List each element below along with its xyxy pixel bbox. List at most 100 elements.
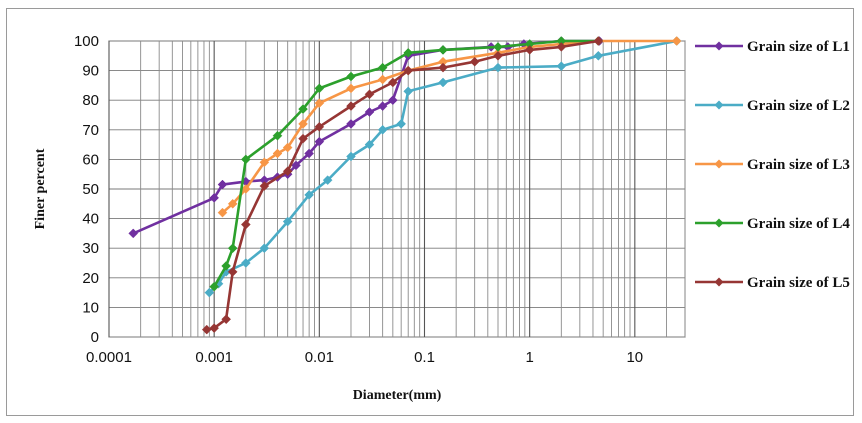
x-tick-label: 0.001: [195, 349, 233, 366]
data-point: [217, 207, 228, 218]
data-point: [387, 95, 398, 106]
data-point: [314, 98, 325, 109]
data-point: [240, 219, 251, 230]
data-point: [304, 148, 314, 159]
data-point: [403, 86, 414, 97]
data-point: [128, 228, 139, 239]
data-point: [221, 314, 232, 325]
y-axis-title: Finer percent: [33, 148, 48, 229]
x-tick-label: 0.1: [414, 349, 435, 366]
data-point: [346, 101, 356, 111]
data-point: [314, 121, 325, 132]
data-point: [469, 56, 480, 67]
data-point: [377, 62, 388, 73]
data-point: [259, 157, 270, 168]
data-point: [322, 175, 333, 185]
chart-frame: 0 10 20 30 40 50 60 70 80 90 100 0.0001 0.001 0.01 0.1…: [6, 8, 854, 416]
data-point: [227, 267, 238, 277]
data-point: [493, 62, 503, 73]
y-tick-label: 90: [82, 63, 99, 80]
tick-labels: 0 10 20 30 40 50 60 70 80 90 100 0.0001 0.001 0.01 0.1…: [74, 33, 643, 366]
grain-size-chart: 0 10 20 30 40 50 60 70 80 90 100 0.0001 0.001 0.01 0.1…: [33, 33, 850, 403]
data-point: [377, 124, 388, 135]
data-point: [396, 119, 407, 129]
legend-label: Grain size of L4: [747, 216, 850, 232]
y-tick-label: 70: [82, 122, 99, 139]
data-point: [438, 45, 448, 55]
data-point: [377, 74, 388, 85]
legend-item: Grain size of L5: [695, 275, 850, 291]
legend-item: Grain size of L3: [695, 157, 850, 173]
y-tick-label: 100: [74, 33, 99, 50]
y-tick-label: 40: [82, 211, 99, 228]
legend-marker: [714, 277, 724, 287]
data-point: [364, 107, 375, 117]
legend-label: Grain size of L2: [747, 98, 850, 114]
series-lines: [128, 36, 682, 335]
data-point: [282, 166, 293, 177]
data-point: [346, 71, 356, 82]
legend-marker: [714, 218, 724, 228]
data-point: [403, 47, 414, 58]
series-5: [201, 36, 604, 335]
data-point: [403, 65, 414, 76]
data-point: [217, 179, 228, 190]
y-tick-label: 50: [82, 181, 99, 198]
data-point: [259, 181, 270, 191]
data-point: [298, 133, 308, 144]
legend-label: Grain size of L3: [747, 157, 850, 173]
data-point: [282, 216, 293, 227]
legend-marker: [714, 159, 724, 169]
legend-marker: [714, 41, 724, 51]
data-point: [221, 261, 232, 271]
data-point: [377, 101, 388, 111]
data-point: [671, 36, 682, 46]
series-2: [204, 36, 682, 298]
data-point: [272, 130, 283, 141]
y-tick-label: 60: [82, 151, 99, 168]
data-point: [272, 148, 283, 159]
x-tick-label: 0.01: [305, 349, 334, 366]
data-point: [314, 136, 325, 147]
data-point: [593, 36, 604, 46]
data-point: [493, 50, 503, 61]
data-point: [556, 42, 567, 52]
x-tick-label: 10: [626, 349, 643, 366]
data-point: [304, 190, 314, 200]
data-point: [298, 104, 308, 114]
data-point: [346, 119, 356, 129]
data-point: [209, 193, 220, 203]
x-tick-label: 0.0001: [86, 349, 132, 366]
data-point: [593, 50, 604, 61]
legend-item: Grain size of L2: [695, 98, 850, 114]
data-point: [346, 151, 356, 162]
legend-marker: [714, 100, 724, 110]
legend-label: Grain size of L5: [747, 275, 850, 291]
data-point: [364, 89, 375, 100]
data-point: [298, 119, 308, 129]
legend-item: Grain size of L4: [695, 216, 850, 232]
data-point: [346, 83, 356, 94]
data-point: [291, 160, 301, 171]
data-point: [209, 281, 220, 292]
y-tick-label: 80: [82, 92, 99, 109]
data-point: [240, 258, 251, 268]
y-tick-label: 10: [82, 299, 99, 316]
data-point: [204, 287, 215, 298]
x-tick-label: 1: [525, 349, 533, 366]
data-point: [364, 139, 375, 150]
data-point: [556, 61, 567, 72]
legend: Grain size of L1 Grain size of L2 Grain si…: [695, 39, 850, 291]
y-tick-label: 20: [82, 270, 99, 287]
data-point: [387, 77, 398, 88]
x-axis-title: Diameter(mm): [353, 388, 442, 403]
legend-item: Grain size of L1: [695, 39, 850, 55]
data-point: [209, 323, 220, 333]
data-point: [227, 198, 238, 209]
data-point: [240, 154, 251, 165]
data-point: [314, 83, 325, 94]
data-point: [438, 62, 448, 73]
y-tick-label: 0: [91, 329, 99, 346]
data-point: [282, 142, 293, 153]
data-point: [438, 77, 448, 88]
